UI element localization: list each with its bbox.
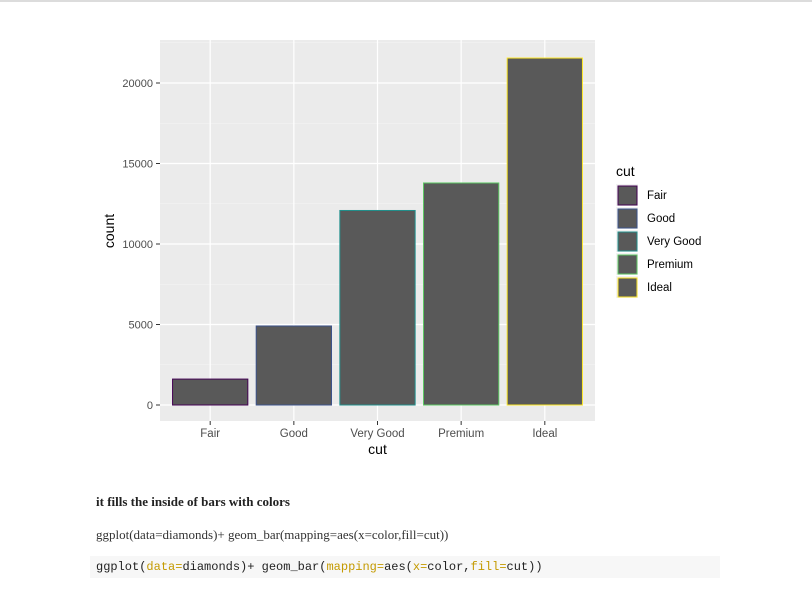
caption-text: it fills the inside of bars with colors (96, 494, 290, 509)
code-token: x= (412, 560, 428, 574)
y-tick-label: 10000 (122, 239, 153, 251)
legend-key (617, 231, 638, 252)
code-token: aes( (384, 560, 413, 574)
legend-key (617, 254, 638, 275)
legend-key (617, 277, 638, 298)
y-axis-title: count (101, 214, 117, 248)
x-tick-label: Good (280, 428, 308, 440)
y-tick-label: 5000 (129, 320, 153, 332)
bar-fair (172, 378, 249, 406)
x-tick-label: Very Good (350, 428, 404, 440)
bar-very-good (339, 209, 416, 406)
top-divider (0, 0, 812, 2)
x-axis-title: cut (368, 441, 387, 457)
legend-key (617, 185, 638, 206)
bar-chart: 0 5000 10000 15000 20000 Fair Good Very Good Pre… (101, 40, 701, 457)
legend-key (617, 208, 638, 229)
y-tick-label: 0 (147, 400, 153, 412)
code-token: data= (146, 560, 183, 574)
bar-premium (423, 182, 500, 406)
code-token: diamonds)+ geom_bar( (182, 560, 327, 574)
legend-label: Ideal (647, 282, 672, 294)
legend-label: Premium (647, 259, 693, 271)
bar-ideal (506, 57, 583, 406)
x-tick-label: Premium (438, 428, 484, 440)
y-tick-label: 15000 (122, 159, 153, 171)
bar-good (255, 325, 332, 406)
legend-label: Fair (647, 190, 667, 202)
code-token: ggplot( (96, 560, 147, 574)
code-token: cut)) (506, 560, 543, 574)
legend-title: cut (616, 163, 635, 179)
code-token: color, (427, 560, 471, 574)
legend-label: Good (647, 213, 675, 225)
y-tick-label: 20000 (122, 78, 153, 90)
code-token: fill= (470, 560, 507, 574)
code-token: mapping= (326, 560, 385, 574)
code-text: ggplot(data=diamonds)+ geom_bar(mapping=… (96, 527, 449, 542)
code-block: ggplot(data=diamonds)+ geom_bar(mapping=… (90, 556, 720, 578)
x-tick-label: Ideal (532, 428, 557, 440)
x-tick-label: Fair (200, 428, 220, 440)
legend-label: Very Good (647, 236, 701, 248)
